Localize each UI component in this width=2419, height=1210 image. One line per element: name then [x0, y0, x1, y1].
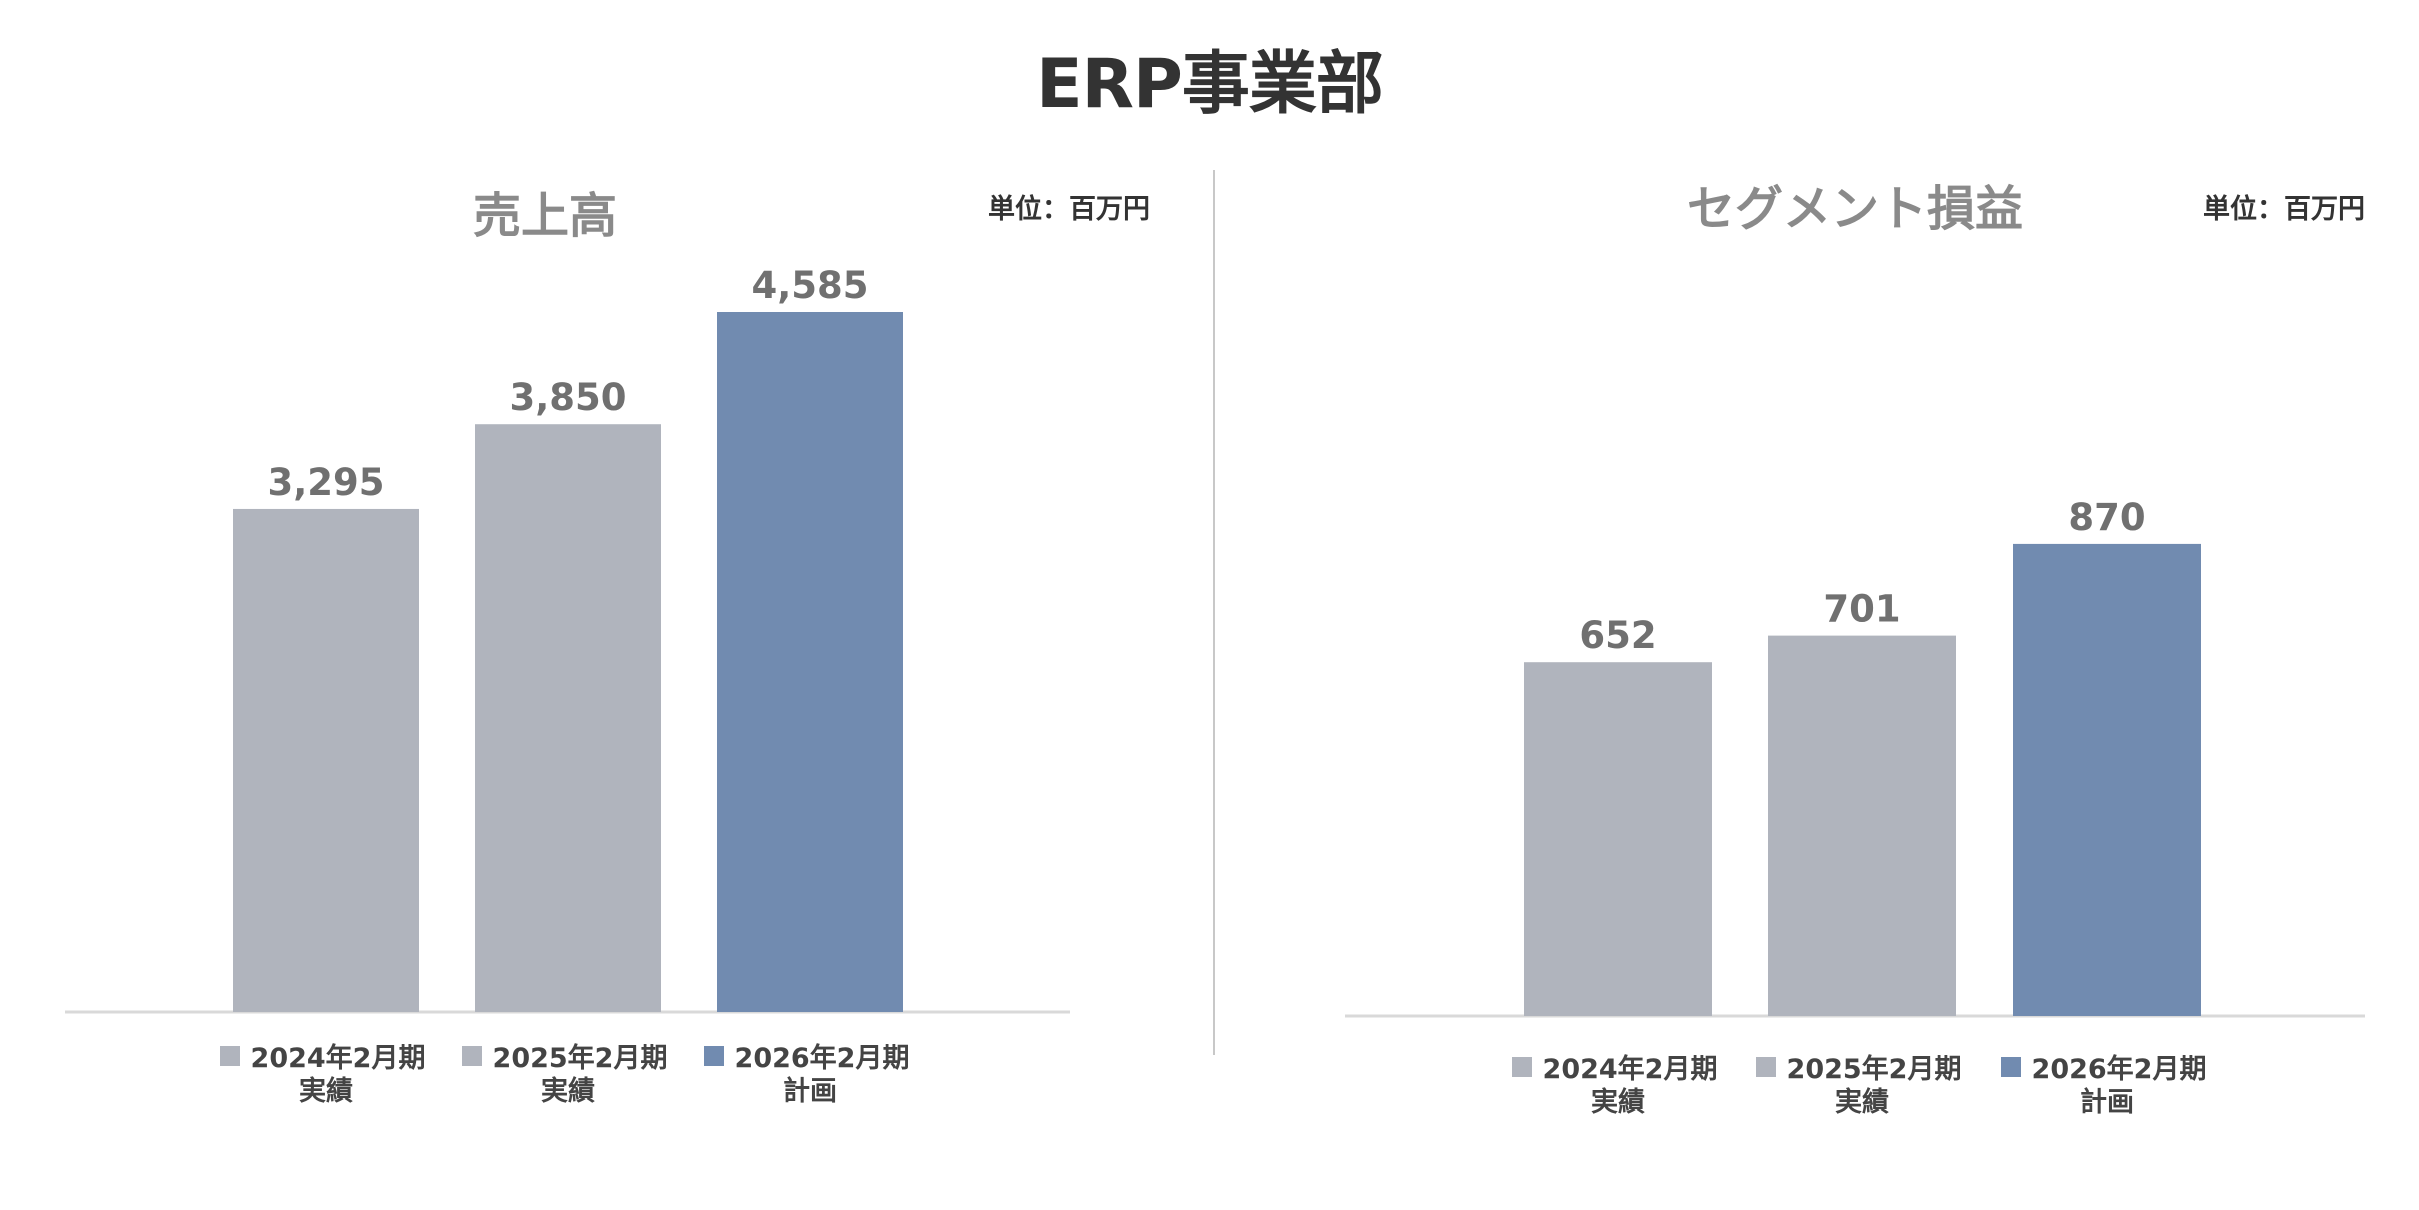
profit-unit-label: 単位：百万円 [2203, 193, 2365, 225]
profit-category-sublabel-2: 実績 [1835, 1086, 1889, 1118]
profit-chart-title: セグメント損益 [1687, 181, 2023, 237]
profit-category-label-3: 2026年2月期 [2032, 1053, 2207, 1085]
profit-data-label-3: 870 [2068, 496, 2145, 539]
page-title: ERP事業部 [1036, 45, 1384, 124]
sales-bar-2 [475, 424, 661, 1012]
profit-legend-swatch-1 [1512, 1057, 1532, 1077]
profit-chart: セグメント損益 単位：百万円 6522024年2月期実績7012025年2月期実… [1345, 181, 2365, 1118]
sales-chart: 売上高 単位：百万円 3,2952024年2月期実績3,8502025年2月期実… [65, 188, 1150, 1107]
profit-category-sublabel-3: 計画 [2080, 1086, 2134, 1118]
chart-divider [1213, 170, 1215, 1055]
profit-legend-swatch-2 [1756, 1057, 1776, 1077]
sales-category-sublabel-2: 実績 [541, 1075, 595, 1107]
sales-category-label-2: 2025年2月期 [493, 1042, 668, 1074]
sales-chart-title: 売上高 [473, 188, 617, 244]
sales-category-sublabel-3: 計画 [783, 1075, 837, 1107]
sales-bar-3 [717, 312, 903, 1012]
profit-data-label-1: 652 [1579, 614, 1656, 657]
sales-unit-label: 単位：百万円 [988, 193, 1150, 225]
sales-bar-1 [233, 508, 419, 1012]
profit-bar-2 [1768, 635, 1956, 1016]
sales-category-label-1: 2024年2月期 [251, 1042, 426, 1074]
sales-legend-swatch-2 [462, 1046, 482, 1066]
profit-legend-swatch-3 [2001, 1057, 2021, 1077]
profit-category-label-2: 2025年2月期 [1787, 1053, 1962, 1085]
profit-category-sublabel-1: 実績 [1591, 1086, 1645, 1118]
sales-category-label-3: 2026年2月期 [735, 1042, 910, 1074]
profit-data-label-2: 701 [1823, 588, 1900, 631]
profit-bar-1 [1524, 662, 1712, 1016]
sales-data-label-3: 4,585 [751, 264, 868, 307]
sales-data-label-1: 3,295 [267, 461, 384, 504]
profit-bar-3 [2013, 543, 2201, 1016]
sales-category-sublabel-1: 実績 [299, 1075, 353, 1107]
sales-legend-swatch-1 [220, 1046, 240, 1066]
profit-category-label-1: 2024年2月期 [1543, 1053, 1718, 1085]
sales-data-label-2: 3,850 [509, 376, 626, 419]
sales-legend-swatch-3 [704, 1046, 724, 1066]
